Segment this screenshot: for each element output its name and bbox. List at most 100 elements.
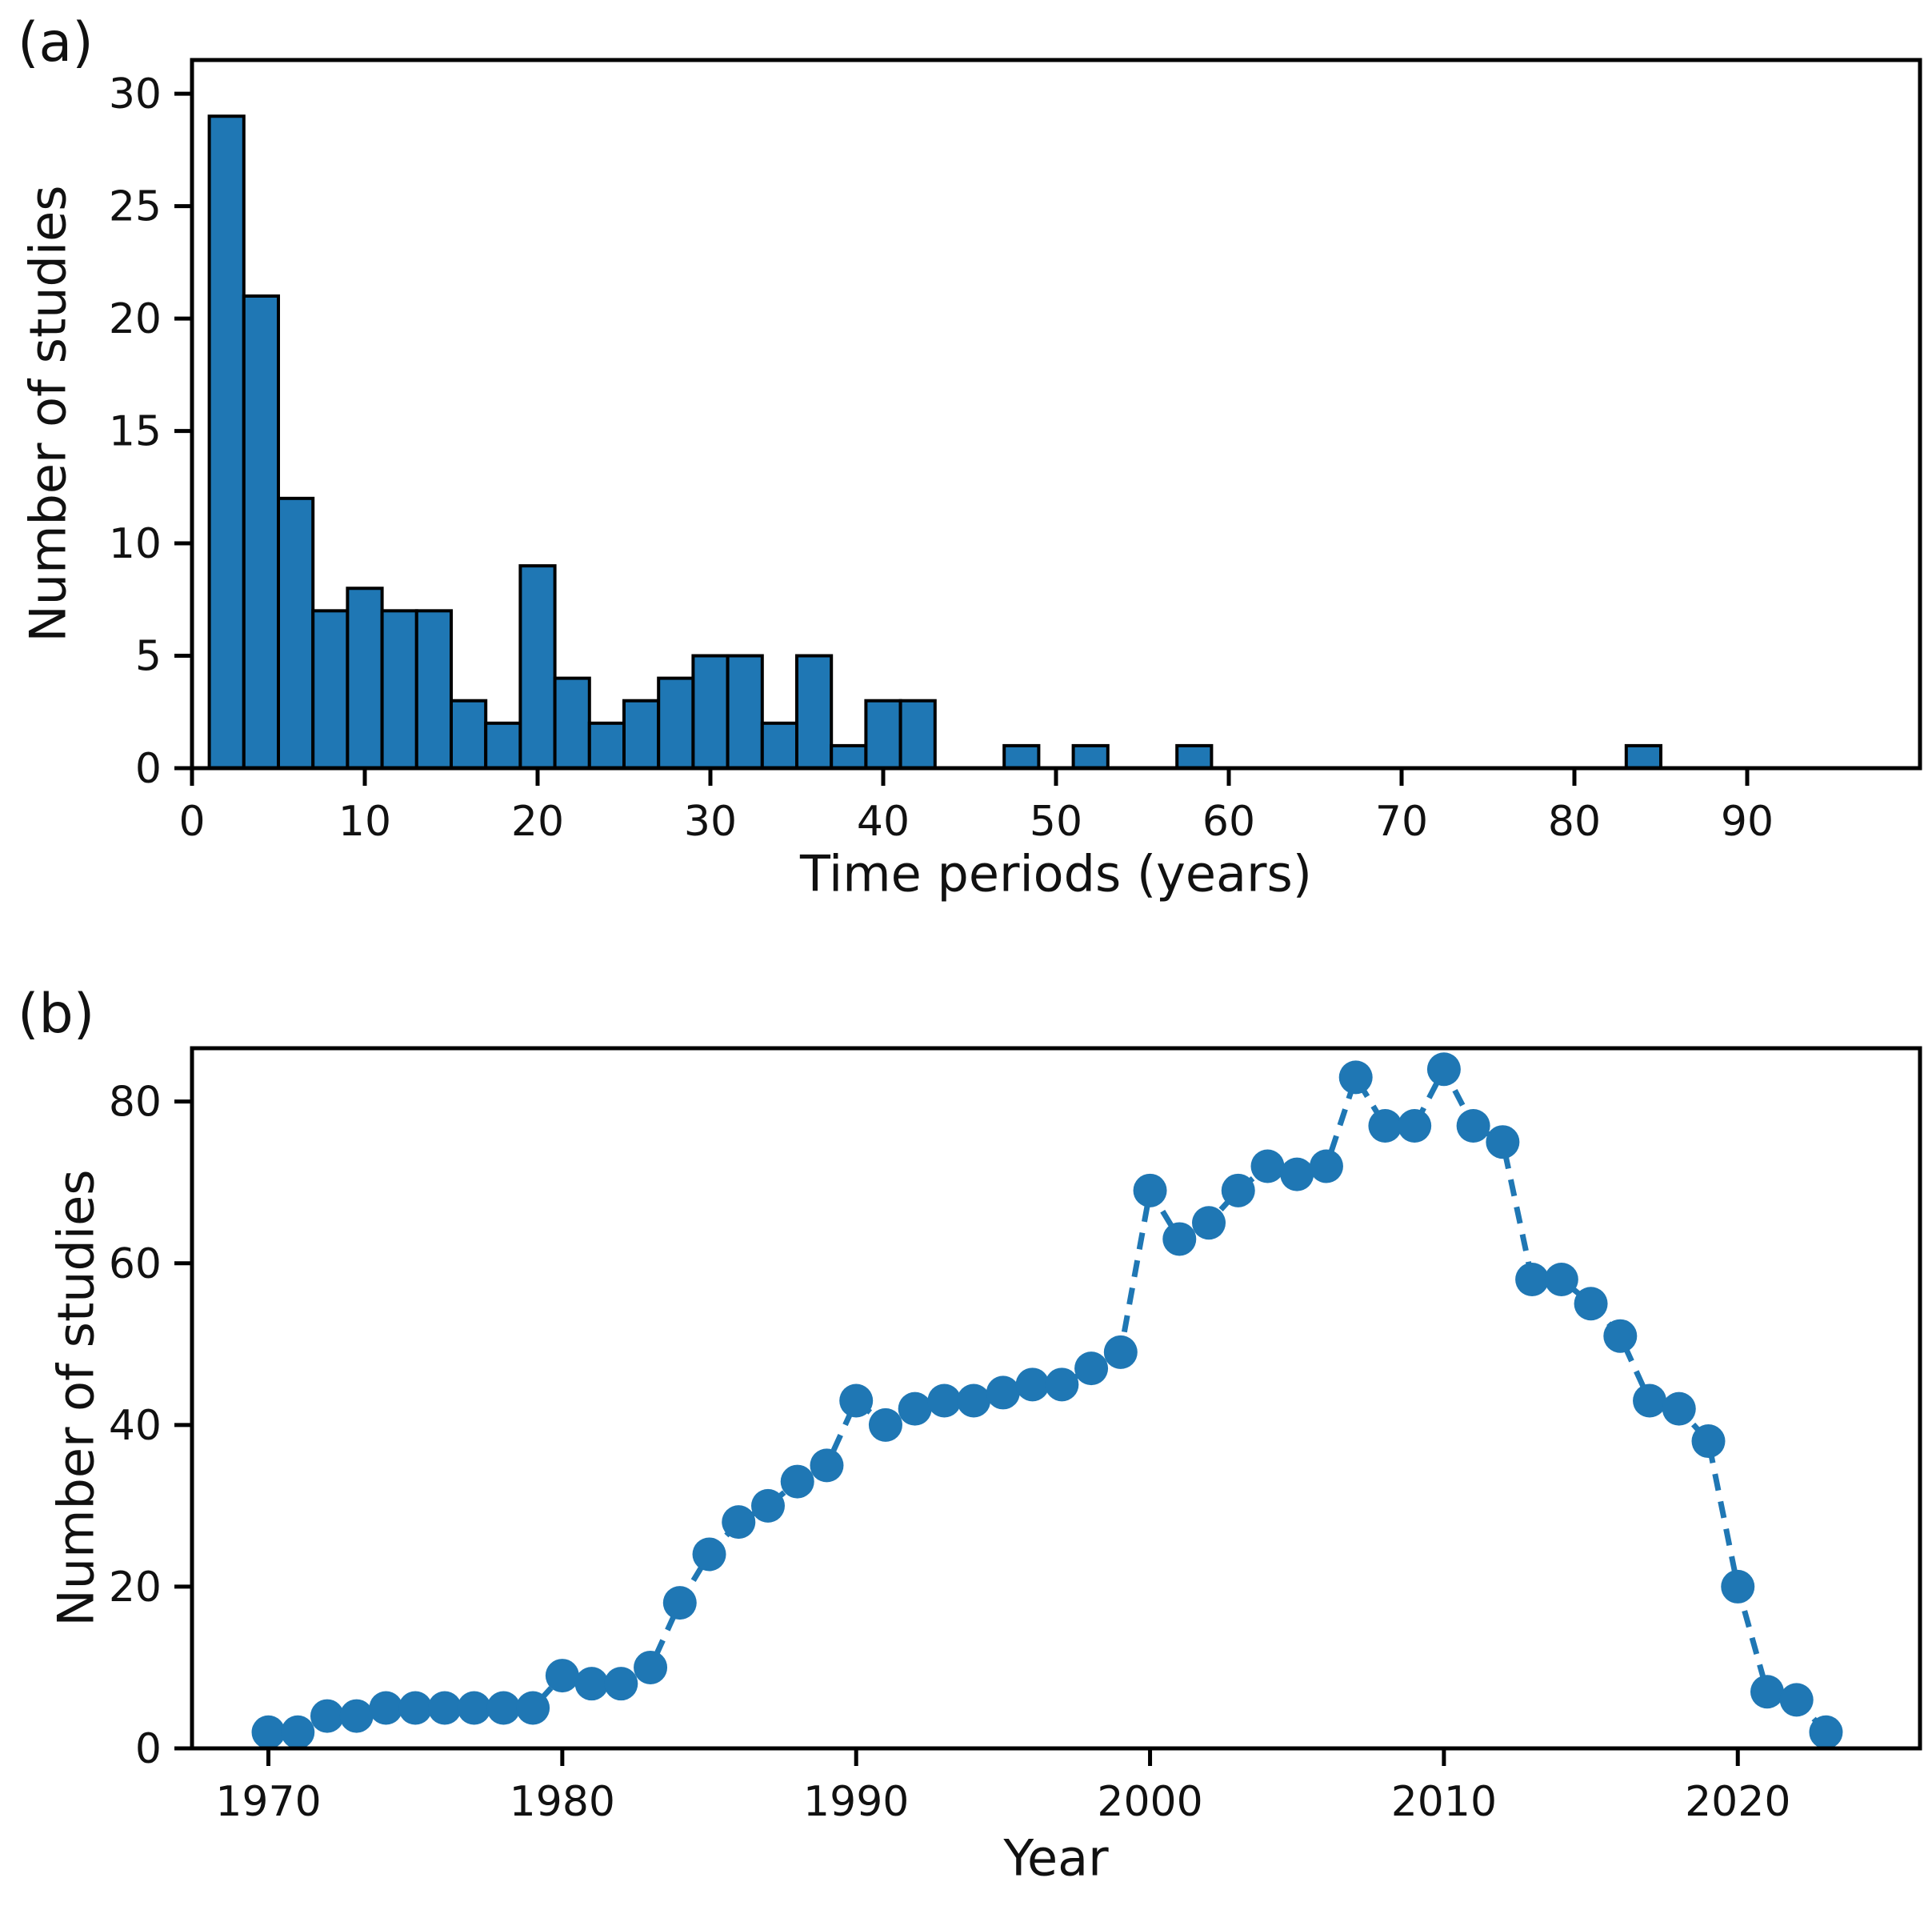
histogram-bar [587,721,626,770]
data-point-marker [1809,1715,1843,1749]
data-point-marker [957,1383,991,1418]
data-point-marker [1250,1149,1285,1183]
data-point-marker [398,1691,433,1725]
data-point-marker [1192,1206,1226,1240]
data-point-marker [310,1699,344,1733]
y-tick-label: 20 [109,1564,162,1612]
data-point-marker [898,1391,932,1426]
data-point-marker [692,1537,726,1572]
data-point-marker [251,1715,286,1749]
data-point-marker [1221,1173,1255,1207]
histogram-bar [311,609,350,770]
panel-b-y-axis-label: Number of studies [46,1169,106,1627]
data-point-marker [1779,1683,1814,1717]
y-tick-label: 15 [109,408,162,456]
data-point-marker [986,1375,1020,1410]
histogram-bar [484,721,522,770]
data-point-marker [1691,1424,1726,1459]
x-tick-label: 90 [1721,798,1774,846]
data-point-marker [1662,1391,1696,1426]
histogram-bar [1071,743,1110,771]
x-tick-label: 1990 [803,1778,909,1826]
x-tick-label: 2010 [1391,1778,1497,1826]
data-point-marker [574,1667,609,1701]
y-tick-label: 80 [109,1079,162,1127]
data-point-marker [486,1691,521,1725]
panel-b-x-axis-label: Year [1003,1828,1109,1888]
data-point-marker [662,1586,697,1620]
data-point-marker [1486,1125,1520,1159]
data-point-marker [722,1505,756,1540]
histogram-bar [207,114,246,770]
data-point-marker [1280,1157,1314,1191]
x-tick-label: 30 [684,798,737,846]
x-tick-label: 0 [178,798,205,846]
data-point-marker [927,1383,962,1418]
histogram-bar [553,676,591,770]
y-tick-label: 5 [135,633,162,681]
data-point-marker [1574,1287,1608,1321]
x-tick-label: 20 [511,798,564,846]
data-point-marker [1045,1367,1079,1402]
data-point-marker [369,1691,403,1725]
histogram-bar [277,496,315,770]
panel-a-x-axis-label: Time periods (years) [800,844,1312,903]
y-tick-label: 20 [109,295,162,343]
y-tick-label: 30 [109,70,162,118]
data-point-marker [1103,1335,1138,1369]
x-tick-label: 1980 [510,1778,615,1826]
data-point-marker [868,1407,902,1442]
data-point-marker [545,1659,579,1693]
data-point-marker [1015,1367,1050,1402]
histogram-bar [242,294,280,770]
panel-b-tag: (b) [18,983,95,1046]
histogram-bar [1175,743,1214,771]
y-tick-label: 25 [109,183,162,231]
data-point-marker [457,1691,491,1725]
x-tick-label: 50 [1030,798,1082,846]
histogram-bar [864,699,902,771]
data-point-marker [1603,1319,1638,1353]
data-point-marker [634,1650,668,1684]
histogram-bar [450,699,488,771]
data-point-marker [1456,1108,1490,1143]
line-series-path [268,1063,1828,1736]
histogram-bar [380,609,418,770]
y-tick-label: 0 [135,745,162,793]
data-point-marker [1368,1108,1402,1143]
histogram-bar [518,564,557,771]
histogram-bar [346,587,384,770]
histogram-bar [760,721,798,770]
histogram-bar [1002,743,1041,771]
x-tick-label: 60 [1202,798,1255,846]
data-point-marker [1544,1262,1578,1296]
histogram-bar [1624,743,1663,771]
data-point-marker [604,1667,638,1701]
data-point-marker [1750,1675,1784,1709]
data-point-marker [516,1691,550,1725]
data-point-marker [427,1691,462,1725]
y-tick-label: 10 [109,520,162,568]
histogram-bar [726,654,764,770]
histogram-bar [622,699,661,771]
data-point-marker [1338,1060,1373,1095]
x-tick-label: 80 [1548,798,1601,846]
panel-a-y-axis-label: Number of studies [18,185,78,643]
data-point-marker [1309,1149,1343,1183]
panel-a-tag: (a) [18,11,94,74]
histogram-bar [795,654,834,770]
histogram-bar [414,609,453,770]
y-tick-label: 60 [109,1240,162,1288]
plot-frame [190,1046,1922,1751]
x-tick-label: 10 [338,798,391,846]
data-point-marker [1162,1222,1197,1256]
x-tick-label: 2000 [1097,1778,1202,1826]
y-tick-label: 0 [135,1725,162,1773]
histogram-bar [657,676,695,770]
data-point-marker [339,1699,374,1733]
histogram-bar [691,654,730,770]
data-point-marker [281,1715,315,1749]
data-point-marker [1398,1108,1432,1143]
